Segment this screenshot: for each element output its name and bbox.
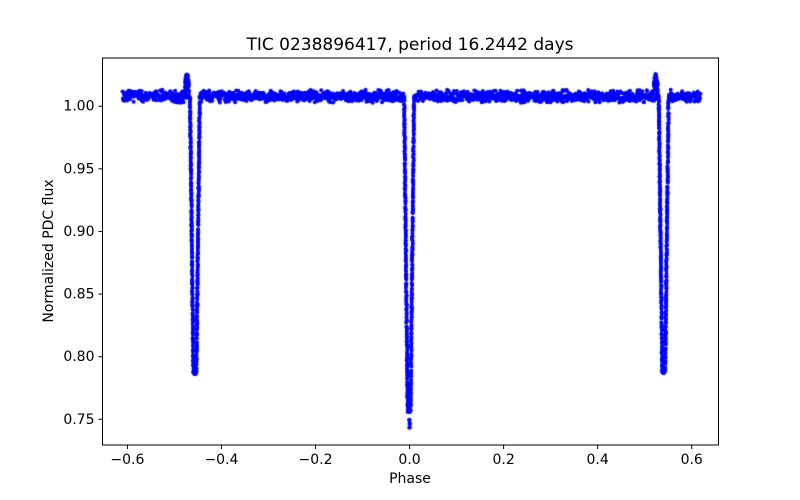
y-tick-label: 1.00 (63, 99, 94, 115)
y-tick-label: 0.75 (63, 412, 94, 428)
x-tick-label: −0.2 (299, 452, 333, 468)
plot-border (102, 57, 719, 446)
x-axis-label: Phase (389, 471, 431, 487)
y-tick-label: 0.80 (63, 349, 94, 365)
x-tick-label: 0.0 (398, 452, 420, 468)
x-tick-label: −0.4 (204, 452, 238, 468)
x-tick-label: −0.6 (110, 452, 144, 468)
x-tick-label: 0.2 (492, 452, 514, 468)
y-tick-label: 0.85 (63, 287, 94, 303)
y-tick-label: 0.90 (63, 224, 94, 240)
y-tick-label: 0.95 (63, 161, 94, 177)
x-tick-label: 0.4 (587, 452, 609, 468)
x-tick-label: 0.6 (681, 452, 703, 468)
